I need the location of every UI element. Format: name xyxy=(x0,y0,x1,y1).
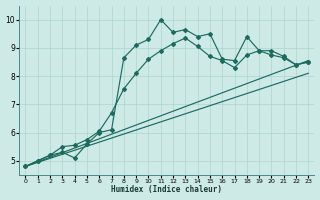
X-axis label: Humidex (Indice chaleur): Humidex (Indice chaleur) xyxy=(111,185,222,194)
